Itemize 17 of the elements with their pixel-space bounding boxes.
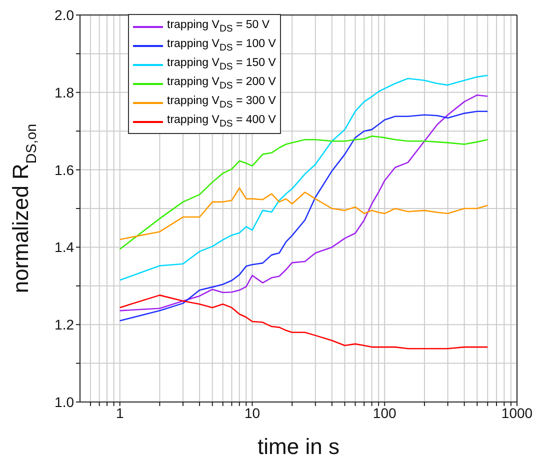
y-tick-label: 2.0 [54,6,74,23]
y-tick-label: 1.0 [54,394,74,410]
y-tick-label: 1.4 [54,239,74,256]
x-tick-label: 1000 [501,404,533,421]
y-tick-label: 1.6 [54,162,74,178]
x-tick-label: 100 [372,404,397,421]
x-tick-label: 1 [116,404,124,421]
legend-label: trapping V$_{DS}$ = 300 V [167,94,276,110]
x-tick-label: 10 [244,404,260,421]
legend-label: trapping V$_{DS}$ = 150 V [167,56,276,72]
legend-label: trapping V$_{DS}$ = 100 V [167,38,276,53]
x-axis-title: time in s [258,434,340,459]
legend-label: trapping V$_{DS}$ = 400 V [167,114,276,129]
y-tick-label: 1.8 [54,84,74,100]
legend-label: trapping V$_{DS}$ = 50 V [167,18,270,34]
y-tick-label: 1.2 [54,316,74,333]
legend-label: trapping V$_{DS}$ = 200 V [167,76,276,91]
